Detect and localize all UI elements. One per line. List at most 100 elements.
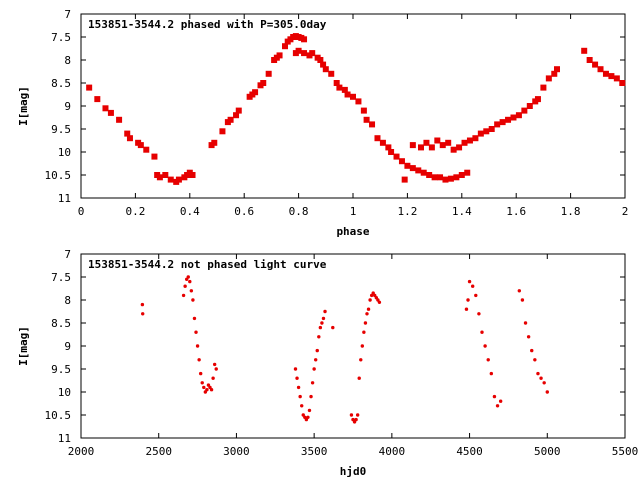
data-point xyxy=(265,70,272,77)
data-point xyxy=(592,61,599,68)
data-point xyxy=(498,399,503,403)
data-point xyxy=(534,96,541,103)
data-point xyxy=(344,91,351,98)
data-point xyxy=(219,128,226,135)
data-point xyxy=(409,142,416,149)
data-point xyxy=(162,172,169,178)
data-point xyxy=(404,162,411,169)
data-point xyxy=(466,137,473,144)
data-point xyxy=(377,300,382,304)
x-tick-label: 0.4 xyxy=(180,205,200,218)
x-tick-label: 1 xyxy=(350,205,357,218)
x-tick-label: 4500 xyxy=(456,445,483,458)
data-point xyxy=(388,149,395,155)
data-point xyxy=(608,73,615,80)
x-tick-label: 5000 xyxy=(534,445,561,458)
data-point xyxy=(102,105,109,112)
data-point xyxy=(209,388,214,392)
data-point xyxy=(523,321,528,325)
data-point xyxy=(437,174,444,181)
data-point xyxy=(409,165,416,172)
data-point xyxy=(447,175,454,182)
data-point xyxy=(385,144,392,151)
x-tick-label: 5500 xyxy=(612,445,639,458)
data-point xyxy=(359,358,363,362)
y-axis-label: I[mag] xyxy=(17,326,30,366)
data-point xyxy=(510,114,517,121)
data-point xyxy=(233,112,240,119)
data-point xyxy=(192,316,197,321)
x-tick-label: 1.2 xyxy=(397,205,417,218)
data-point xyxy=(458,172,465,178)
data-point xyxy=(107,109,114,116)
x-tick-label: 3000 xyxy=(223,445,250,458)
data-point xyxy=(211,376,215,380)
data-point xyxy=(533,358,537,362)
y-tick-label: 9.5 xyxy=(51,363,71,376)
data-point xyxy=(320,321,324,325)
data-point xyxy=(602,70,609,77)
data-point xyxy=(521,107,528,114)
data-point xyxy=(489,371,494,376)
data-point xyxy=(317,57,324,63)
data-point xyxy=(526,335,531,339)
data-point xyxy=(415,167,422,174)
data-point xyxy=(282,43,288,50)
data-point xyxy=(398,158,405,165)
data-point xyxy=(328,70,335,77)
data-point xyxy=(205,388,209,392)
data-point xyxy=(366,307,371,311)
data-point xyxy=(494,121,501,128)
data-point xyxy=(467,279,472,284)
data-point xyxy=(517,289,522,293)
data-point xyxy=(545,75,552,82)
x-axis-label: hjd0 xyxy=(340,465,367,478)
data-point xyxy=(526,103,533,109)
data-point xyxy=(393,153,400,160)
data-point xyxy=(194,330,198,334)
data-point xyxy=(360,344,365,348)
x-tick-label: 2500 xyxy=(145,445,172,458)
y-tick-label: 11 xyxy=(58,432,71,445)
data-point xyxy=(349,413,354,417)
y-tick-label: 8.5 xyxy=(51,77,71,90)
data-point xyxy=(619,80,626,86)
data-point xyxy=(214,367,218,371)
data-point xyxy=(188,279,192,284)
data-point xyxy=(151,153,158,160)
y-tick-label: 9 xyxy=(64,340,71,353)
plot-frame xyxy=(80,13,626,199)
data-point xyxy=(530,348,534,353)
data-point xyxy=(301,36,308,43)
data-point xyxy=(536,371,540,376)
x-tick-label: 1.6 xyxy=(506,205,526,218)
x-tick-label: 0 xyxy=(78,205,85,218)
data-point xyxy=(341,86,348,93)
data-point xyxy=(456,144,463,151)
phased-light-curve-panel: 0 0.2 0.4 0.6 0.8 1 1.2 1.4 1.6 1.8 2 7 7.5 8 8.5 9 9.5 1… xyxy=(17,8,628,238)
data-point xyxy=(450,146,457,153)
data-point xyxy=(401,176,408,183)
data-point xyxy=(200,381,204,385)
data-point xyxy=(515,112,522,119)
data-point xyxy=(355,413,360,417)
data-point xyxy=(331,325,335,330)
x-tick-label: 0.8 xyxy=(289,205,309,218)
plot-frame xyxy=(80,253,626,439)
data-point xyxy=(539,376,543,380)
data-point xyxy=(198,371,203,376)
data-point xyxy=(354,417,358,422)
data-point xyxy=(94,96,101,103)
data-point xyxy=(322,66,329,73)
data-point xyxy=(189,289,194,293)
x-tick-label: 2 xyxy=(622,205,629,218)
data-point xyxy=(520,298,525,302)
data-point xyxy=(554,66,560,73)
data-point xyxy=(318,325,323,330)
data-point xyxy=(499,119,506,126)
y-axis-label: I[mag] xyxy=(17,86,30,126)
data-point xyxy=(323,309,327,314)
data-point xyxy=(551,70,558,77)
x-tick-label: 4000 xyxy=(379,445,406,458)
